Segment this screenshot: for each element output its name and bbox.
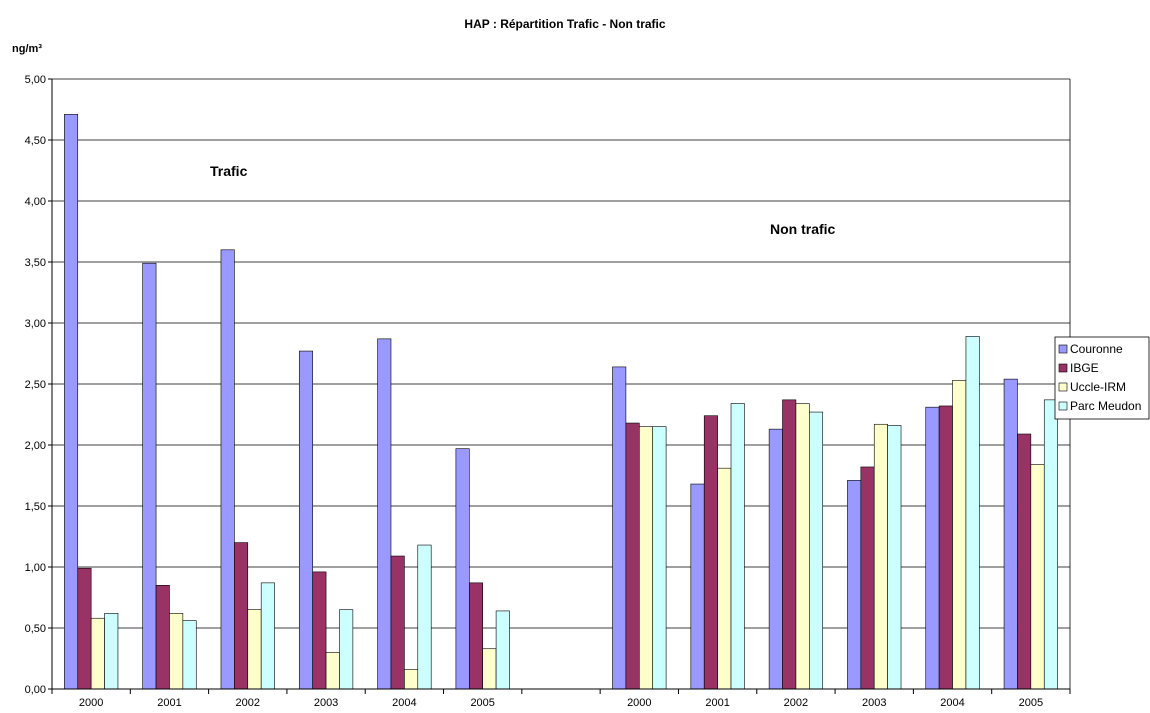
y-tick-label: 3,00	[25, 318, 46, 330]
bar	[730, 403, 745, 690]
legend-swatch	[1058, 363, 1068, 373]
bar	[312, 571, 327, 690]
bar	[952, 380, 967, 690]
y-tick-label: 4,50	[25, 135, 46, 147]
legend-swatch	[1058, 344, 1068, 354]
bar	[1030, 464, 1045, 690]
bar	[155, 584, 170, 690]
y-axis-label: ng/m³	[12, 43, 42, 55]
bar	[1043, 399, 1058, 690]
x-tick-label: 2003	[314, 697, 338, 709]
bar	[182, 620, 197, 690]
y-tick-label: 5,00	[25, 74, 46, 86]
bar	[390, 555, 405, 690]
legend-label: Parc Meudon	[1070, 399, 1141, 413]
bar	[1017, 433, 1032, 690]
bar	[142, 262, 157, 690]
bar	[887, 425, 902, 690]
bar	[64, 114, 79, 690]
x-tick-label: 2001	[705, 697, 729, 709]
chart-title: HAP : Répartition Trafic - Non trafic	[464, 17, 665, 31]
bar	[247, 609, 262, 690]
y-tick-label: 4,00	[25, 196, 46, 208]
legend-label: Couronne	[1070, 342, 1123, 356]
x-tick-labels: 2000 2001 2002 2003 2004 2005 2000 2001 2002 2003…	[79, 697, 1043, 709]
y-tick-label: 0,50	[25, 623, 46, 635]
bar	[417, 544, 432, 690]
x-tick-label: 2002	[784, 697, 808, 709]
x-tick-label: 2004	[940, 697, 964, 709]
bar	[260, 582, 275, 690]
bar	[325, 652, 340, 690]
annotation-trafic: Trafic	[210, 163, 248, 179]
bar	[404, 669, 419, 690]
y-tick-labels: 0,00 0,50 1,00 1,50 2,00 2,50 3,00 3,50 4,00 4,50…	[25, 74, 46, 696]
legend-swatch	[1058, 382, 1068, 392]
bar	[782, 399, 797, 690]
bar	[938, 405, 953, 690]
axes	[48, 78, 1071, 694]
annotation-non-trafic: Non trafic	[770, 221, 836, 237]
bar	[169, 613, 184, 690]
x-tick-label: 2003	[862, 697, 886, 709]
bar	[220, 249, 235, 690]
bar	[77, 567, 92, 690]
y-tick-label: 2,00	[25, 440, 46, 452]
bar	[873, 423, 888, 690]
bars	[64, 114, 1058, 690]
bar	[847, 480, 862, 690]
bar	[377, 338, 392, 690]
bar	[639, 426, 654, 690]
bar	[298, 350, 313, 690]
bar	[482, 648, 497, 690]
bar	[795, 403, 810, 690]
y-tick-label: 0,00	[25, 684, 46, 696]
legend-label: IBGE	[1070, 361, 1099, 375]
y-tick-label: 1,00	[25, 562, 46, 574]
x-tick-label: 2004	[392, 697, 416, 709]
bar	[104, 613, 119, 690]
x-tick-label: 2000	[79, 697, 103, 709]
x-tick-label: 2000	[627, 697, 651, 709]
y-tick-label: 2,50	[25, 379, 46, 391]
bar	[1003, 378, 1018, 690]
x-tick-label: 2002	[236, 697, 260, 709]
gridlines	[52, 78, 1070, 629]
bar	[495, 610, 510, 690]
bar	[860, 466, 875, 690]
legend-swatch	[1058, 401, 1068, 411]
x-tick-label: 2001	[157, 697, 181, 709]
x-tick-label: 2005	[1019, 697, 1043, 709]
bar	[809, 411, 824, 690]
bar	[717, 467, 732, 690]
y-tick-label: 3,50	[25, 257, 46, 269]
bar	[625, 422, 640, 690]
bar	[339, 609, 354, 690]
legend-box	[1054, 336, 1150, 420]
bar	[690, 483, 705, 690]
bar	[612, 366, 627, 690]
bar	[234, 542, 249, 690]
bar	[468, 582, 483, 690]
legend: Couronne IBGE Uccle-IRM Parc Meudon	[1054, 336, 1150, 420]
bar	[703, 415, 718, 690]
bar	[652, 426, 667, 690]
bar	[768, 428, 783, 690]
y-tick-label: 1,50	[25, 501, 46, 513]
bar	[455, 448, 470, 690]
legend-label: Uccle-IRM	[1070, 380, 1126, 394]
bar	[925, 406, 940, 690]
bar	[90, 617, 105, 690]
x-tick-label: 2005	[470, 697, 494, 709]
bar	[965, 336, 980, 690]
